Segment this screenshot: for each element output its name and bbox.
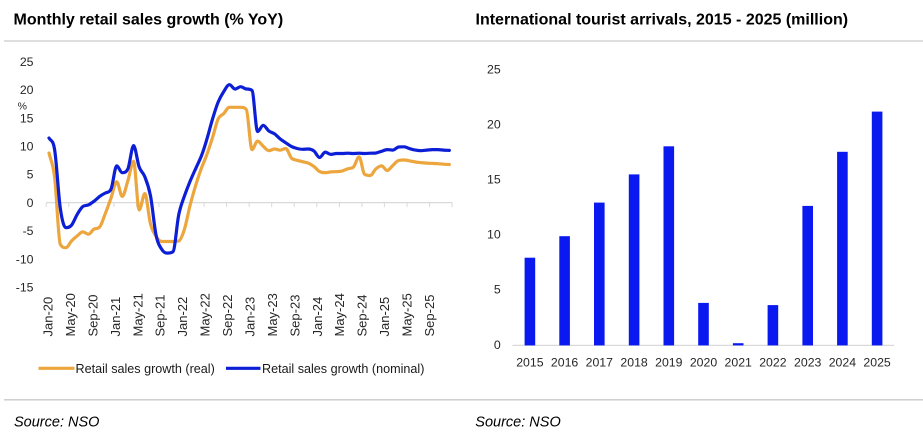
svg-text:10: 10 xyxy=(487,228,501,242)
svg-text:Jan-20: Jan-20 xyxy=(41,297,56,337)
svg-text:Retail sales growth (real): Retail sales growth (real) xyxy=(76,362,215,376)
svg-text:Source: NSO: Source: NSO xyxy=(475,415,560,431)
svg-text:Retail sales growth (nominal): Retail sales growth (nominal) xyxy=(262,362,424,376)
svg-text:Jan-23: Jan-23 xyxy=(243,297,258,337)
svg-text:May-21: May-21 xyxy=(130,293,145,336)
svg-text:10: 10 xyxy=(20,140,34,154)
svg-text:5: 5 xyxy=(27,168,34,182)
svg-text:2018: 2018 xyxy=(620,356,648,370)
svg-text:20: 20 xyxy=(20,83,34,97)
svg-text:20: 20 xyxy=(487,117,501,131)
svg-text:International tourist arrivals: International tourist arrivals, 2015 - 2… xyxy=(476,12,849,29)
svg-text:2016: 2016 xyxy=(551,356,579,370)
svg-text:2019: 2019 xyxy=(655,356,683,370)
svg-text:15: 15 xyxy=(20,111,34,125)
svg-text:Monthly retail sales growth (%: Monthly retail sales growth (% YoY) xyxy=(14,12,284,29)
svg-text:2024: 2024 xyxy=(829,356,857,370)
svg-text:Jan-21: Jan-21 xyxy=(108,297,123,337)
svg-text:Source: NSO: Source: NSO xyxy=(14,415,99,431)
svg-text:5: 5 xyxy=(494,283,501,297)
svg-text:%: % xyxy=(18,101,27,113)
svg-text:May-25: May-25 xyxy=(400,293,415,336)
svg-text:May-22: May-22 xyxy=(198,293,213,336)
svg-text:Jan-25: Jan-25 xyxy=(377,297,392,337)
svg-text:Sep-20: Sep-20 xyxy=(85,295,100,337)
svg-text:2022: 2022 xyxy=(759,356,787,370)
svg-text:2023: 2023 xyxy=(794,356,822,370)
svg-text:Sep-22: Sep-22 xyxy=(220,295,235,337)
svg-text:May-24: May-24 xyxy=(332,293,347,336)
svg-text:Jan-22: Jan-22 xyxy=(175,297,190,337)
svg-text:Sep-23: Sep-23 xyxy=(287,295,302,337)
svg-text:Sep-21: Sep-21 xyxy=(153,295,168,337)
svg-text:Jan-24: Jan-24 xyxy=(310,297,325,337)
svg-text:0: 0 xyxy=(494,338,501,352)
svg-text:0: 0 xyxy=(27,196,34,210)
svg-text:2015: 2015 xyxy=(516,356,544,370)
svg-text:15: 15 xyxy=(487,173,501,187)
svg-text:2025: 2025 xyxy=(863,356,891,370)
svg-text:-15: -15 xyxy=(16,281,34,295)
svg-text:May-20: May-20 xyxy=(63,293,78,336)
svg-text:2017: 2017 xyxy=(586,356,614,370)
svg-text:25: 25 xyxy=(487,62,501,76)
svg-text:2021: 2021 xyxy=(725,356,753,370)
svg-text:Sep-24: Sep-24 xyxy=(355,295,370,337)
svg-text:25: 25 xyxy=(20,55,34,69)
svg-text:May-23: May-23 xyxy=(265,293,280,336)
svg-text:-10: -10 xyxy=(16,252,34,266)
svg-text:2020: 2020 xyxy=(690,356,718,370)
svg-text:Sep-25: Sep-25 xyxy=(422,295,437,337)
svg-text:-5: -5 xyxy=(23,224,34,238)
